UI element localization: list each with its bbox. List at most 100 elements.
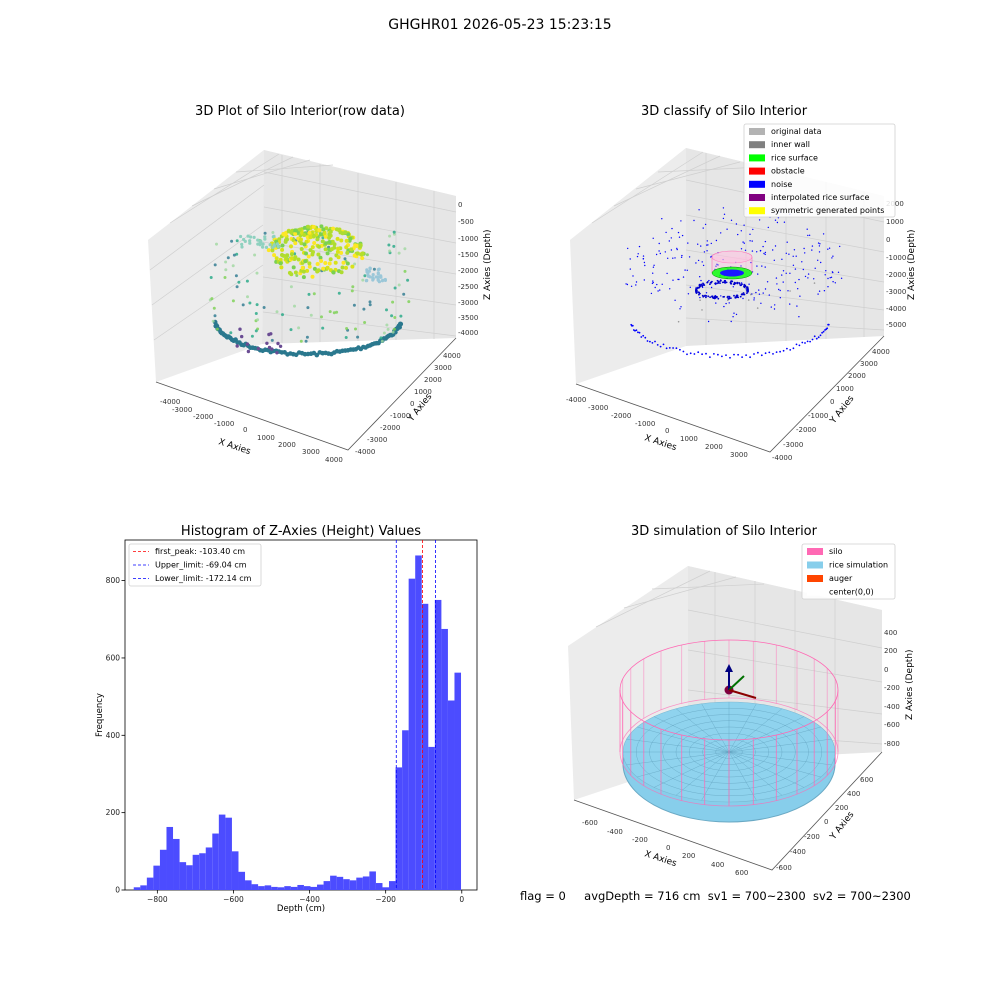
panel2-point [834, 282, 836, 284]
panel2-point [757, 273, 759, 275]
histogram-bar [375, 883, 383, 890]
panel2-point [659, 289, 661, 291]
panel2-point [825, 270, 827, 272]
panel2-point [698, 209, 700, 211]
panel1-point [272, 243, 276, 247]
panel1-point [267, 332, 271, 337]
panel1-point [360, 256, 365, 261]
panel2-point [792, 347, 795, 350]
histogram-bar [264, 885, 272, 890]
panel2-point [827, 323, 830, 326]
panel2-point [736, 281, 739, 284]
panel2-ztick: -1000 [886, 254, 906, 262]
rice-mesh-spoke [728, 703, 757, 753]
histogram-bar [199, 853, 206, 890]
panel2-point [652, 237, 654, 239]
panel1-point [231, 299, 235, 303]
panel2-point [760, 302, 762, 304]
panel2-point [701, 285, 704, 288]
panel2-point [725, 302, 727, 305]
panel1-point [281, 313, 284, 317]
panel2-point [678, 236, 681, 238]
panel1-point [385, 308, 388, 312]
panel1-point [280, 253, 284, 257]
panel4-zlabel: Z Axies (Depth) [905, 649, 915, 720]
panel1-point [256, 242, 260, 246]
panel2-point [778, 288, 780, 291]
histogram-bar [186, 865, 193, 890]
panel1-point [271, 231, 275, 234]
panel1-point [321, 266, 326, 271]
panel1-point [319, 224, 324, 229]
panel4-xtick: 600 [735, 869, 748, 877]
histogram-bar [421, 603, 429, 890]
panel2-point [726, 228, 728, 230]
panel2-point [832, 281, 834, 283]
panel2-point [675, 347, 678, 350]
panel2-point [715, 265, 717, 267]
rice-mesh-spoke [728, 751, 805, 788]
panel1-point [329, 247, 334, 252]
panel2-point [717, 264, 719, 266]
panel2-point [680, 220, 682, 222]
panel1-point [334, 227, 339, 232]
panel2-point [818, 290, 821, 292]
panel3-y-ticks: 0 200 400 600 800 [106, 576, 125, 895]
panel2-point [697, 259, 700, 262]
rice-mesh-spoke [728, 716, 805, 753]
panel2-point [741, 293, 744, 296]
panel1-point [213, 314, 217, 318]
panel1-point [354, 244, 359, 248]
panel1-point [280, 243, 285, 248]
panel4-silo-wireframe [619, 639, 839, 807]
panel2-point [761, 265, 763, 267]
panel1-point [339, 270, 344, 275]
panel1-point [270, 338, 274, 342]
panel2-point [679, 348, 681, 351]
panel2-point [701, 294, 704, 297]
histogram-bar [297, 884, 304, 890]
panel2-point [652, 266, 655, 268]
panel1-point [231, 264, 235, 268]
panel2-point [757, 351, 759, 354]
panel2-z-ticks: 2000 1000 0 -1000 -2000 -3000 -4000 -500… [886, 200, 906, 329]
panel2-point [717, 353, 719, 356]
panel3-vlines [395, 540, 436, 890]
panel1-point [320, 315, 323, 319]
panel2-point [713, 353, 715, 355]
panel1-point [356, 335, 360, 339]
panel2-point [668, 240, 670, 242]
panel2-point [659, 345, 662, 348]
panel1-3d-scatter: -4000 -3000 -2000 -1000 0 1000 2000 3000… [148, 150, 493, 464]
panel2-point [743, 242, 745, 244]
panel2-point [727, 297, 730, 300]
panel4-legend-label: auger [829, 574, 853, 583]
rice-mesh-spoke [728, 751, 821, 778]
panel4-y-ticks: -600 -400 -200 0 200 400 600 [776, 776, 873, 872]
panel1-point [263, 235, 267, 239]
panel2-point [764, 251, 767, 254]
panel4-legend: silo rice simulation auger center(0,0) [801, 543, 896, 600]
panel2-legend-label: rice surface [771, 153, 818, 162]
panel2-point [742, 297, 744, 300]
panel4-3d-simulation: -600 -400 -200 0 200 400 600 X Axies -60… [568, 543, 915, 877]
panel1-point [266, 248, 271, 253]
panel1-zlabel: Z Axies (Depth) [483, 229, 493, 300]
panel1-point [371, 273, 375, 277]
panel1-point [387, 243, 391, 247]
panel2-ztick: 1000 [886, 218, 904, 226]
panel2-point [764, 240, 767, 243]
panel2-point [636, 255, 639, 258]
panel4-xtick: 200 [682, 852, 695, 860]
panel1-ztick: -1000 [458, 235, 478, 243]
panel4-ytick: -200 [804, 833, 820, 841]
panel2-point [680, 306, 682, 308]
panel2-point [803, 247, 805, 250]
panel2-point [716, 263, 718, 265]
panel1-point [275, 242, 280, 246]
panel1-point [340, 265, 345, 270]
panel2-point [714, 282, 716, 285]
panel1-point [328, 310, 332, 314]
panel2-point [740, 265, 742, 267]
histogram-bar [277, 887, 285, 890]
